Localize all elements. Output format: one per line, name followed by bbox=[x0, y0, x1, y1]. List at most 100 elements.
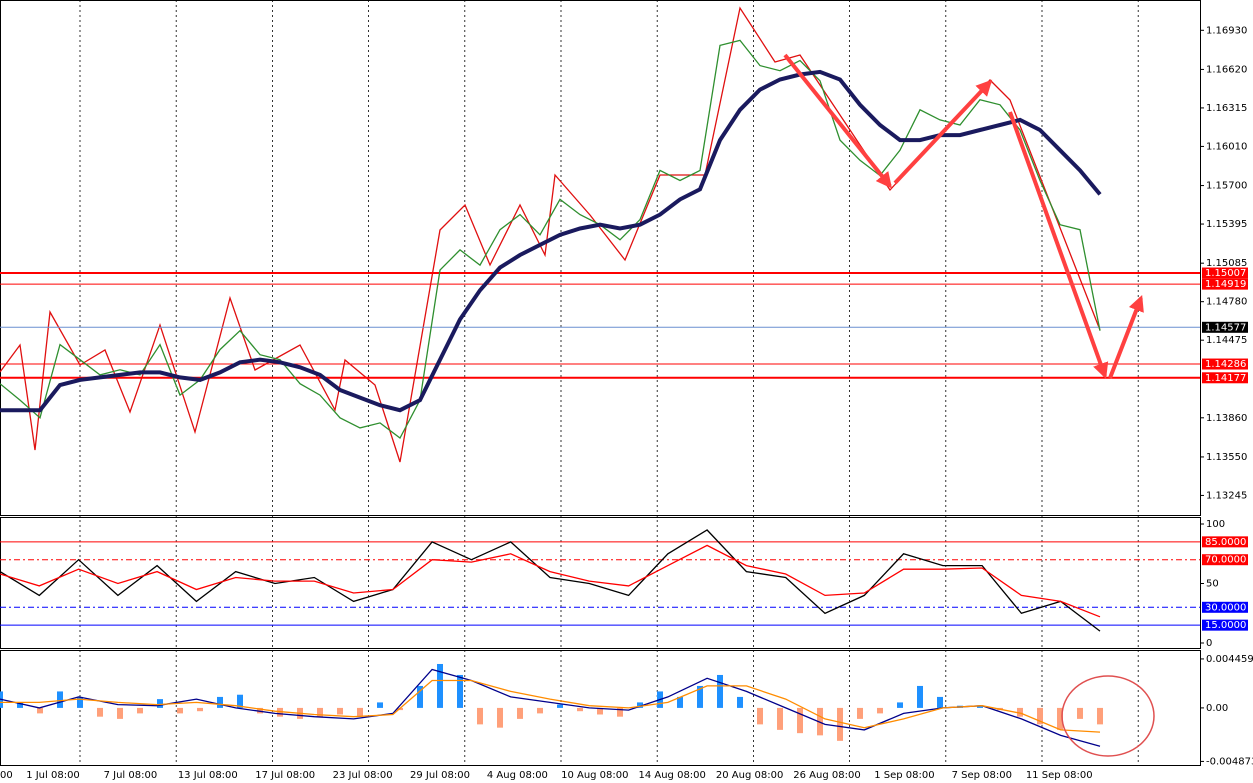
series-line bbox=[0, 679, 1101, 733]
y-tick-label: 1.15085 bbox=[1206, 258, 1247, 269]
y-tick-label: 1.15700 bbox=[1206, 181, 1247, 192]
histogram-bar bbox=[77, 696, 83, 708]
histogram-bar bbox=[477, 707, 483, 725]
histogram-bar bbox=[857, 707, 863, 719]
level-label: 1.14177 bbox=[1205, 373, 1246, 384]
level-label: 1.14919 bbox=[1205, 279, 1246, 290]
histogram-bar bbox=[1057, 707, 1063, 730]
histogram-bar bbox=[777, 707, 783, 730]
highlight-circle bbox=[1061, 675, 1155, 757]
histogram-bar bbox=[917, 685, 923, 708]
histogram-bar bbox=[1017, 707, 1023, 717]
histogram-bar bbox=[117, 707, 123, 719]
histogram-bar bbox=[1077, 707, 1083, 719]
y-tick-label: 1.13860 bbox=[1206, 413, 1247, 424]
level-label: 1.15007 bbox=[1205, 268, 1246, 279]
x-tick-label: 14 Aug 08:00 bbox=[638, 770, 705, 781]
histogram-bar bbox=[1097, 707, 1103, 725]
y-tick-label: -0.004873 bbox=[1206, 756, 1253, 767]
x-tick-label: 11 Sep 08:00 bbox=[1026, 770, 1093, 781]
y-tick-label: 1.16620 bbox=[1206, 64, 1247, 75]
y-tick-label: 50 bbox=[1206, 579, 1219, 590]
y-tick-label: 1.13245 bbox=[1206, 490, 1247, 501]
arrow bbox=[1008, 111, 1109, 380]
x-tick-label: 1 Jul 08:00 bbox=[26, 770, 80, 781]
level-label-bg bbox=[1202, 358, 1248, 370]
level-label-bg bbox=[1202, 278, 1248, 290]
histogram-bar bbox=[977, 705, 983, 708]
level-label: 85.0000 bbox=[1205, 537, 1246, 548]
x-tick-label: 13 Jul 08:00 bbox=[178, 770, 238, 781]
histogram-bar bbox=[437, 663, 443, 708]
zigzag bbox=[0, 6, 1101, 463]
histogram-bar bbox=[17, 702, 23, 708]
price-panel bbox=[0, 0, 1201, 516]
level-label-bg bbox=[1202, 536, 1248, 548]
x-tick-label: 23 Jul 08:00 bbox=[333, 770, 393, 781]
histogram-bar bbox=[877, 707, 883, 714]
level-label-bg bbox=[1202, 619, 1248, 631]
level-label: 15.0000 bbox=[1205, 620, 1246, 631]
arrow bbox=[783, 53, 893, 189]
y-tick-label: 0 bbox=[1206, 638, 1212, 649]
x-tick-label: 4 Aug 08:00 bbox=[487, 770, 548, 781]
histogram-bar bbox=[317, 707, 323, 717]
histogram-bar bbox=[557, 704, 563, 708]
series-line bbox=[0, 668, 1101, 747]
histogram-bar bbox=[157, 699, 163, 708]
y-tick-label: 1.14475 bbox=[1206, 335, 1247, 346]
level-label-bg bbox=[1202, 601, 1248, 613]
histogram-bar bbox=[937, 696, 943, 708]
histogram-bar bbox=[897, 702, 903, 708]
histogram-bar bbox=[337, 707, 343, 715]
histogram-bar bbox=[417, 685, 423, 708]
level-label: 1.14577 bbox=[1205, 322, 1246, 333]
level-label: 70.0000 bbox=[1205, 555, 1246, 566]
level-label-bg bbox=[1202, 267, 1248, 279]
histogram-bar bbox=[537, 707, 543, 714]
level-label-bg bbox=[1202, 321, 1248, 333]
histogram-bar bbox=[637, 702, 643, 708]
histogram-bar bbox=[577, 707, 583, 712]
histogram-bar bbox=[57, 691, 63, 708]
histogram-bar bbox=[137, 707, 143, 714]
histogram-bar bbox=[597, 707, 603, 715]
histogram-bar bbox=[697, 685, 703, 708]
arrow bbox=[1108, 295, 1144, 379]
x-tick-label: 20 Aug 08:00 bbox=[716, 770, 783, 781]
level-label: 1.14286 bbox=[1205, 359, 1246, 370]
y-tick-label: 1.14780 bbox=[1206, 297, 1247, 308]
histogram-bar bbox=[197, 707, 203, 712]
y-tick-label: 1.16010 bbox=[1206, 141, 1247, 152]
histogram-bar bbox=[677, 696, 683, 708]
x-tick-label: 00 bbox=[0, 770, 13, 781]
y-tick-label: 1.16930 bbox=[1206, 25, 1247, 36]
series-line bbox=[0, 39, 1101, 439]
histogram-bar bbox=[797, 707, 803, 734]
series-line bbox=[0, 544, 1101, 618]
arrow bbox=[893, 79, 993, 185]
histogram-bar bbox=[457, 674, 463, 708]
series-line bbox=[0, 69, 1102, 413]
y-tick-label: 0.0044593 bbox=[1206, 654, 1253, 665]
y-tick-label: 1.15395 bbox=[1206, 219, 1247, 230]
histogram-bar bbox=[837, 707, 843, 741]
x-tick-label: 1 Sep 08:00 bbox=[874, 770, 934, 781]
histogram-bar bbox=[517, 707, 523, 719]
x-tick-label: 7 Sep 08:00 bbox=[952, 770, 1012, 781]
histogram-bar bbox=[217, 696, 223, 708]
level-label: 30.0000 bbox=[1205, 602, 1246, 613]
histogram-bar bbox=[37, 707, 43, 714]
histogram-bar bbox=[97, 707, 103, 717]
arrows bbox=[783, 53, 1144, 380]
histogram-bar bbox=[757, 707, 763, 725]
series-line bbox=[0, 529, 1101, 632]
histogram-bar bbox=[737, 696, 743, 708]
y-tick-label: 1.16315 bbox=[1206, 103, 1247, 114]
histogram-bar bbox=[497, 707, 503, 728]
y-tick-label: 1.13550 bbox=[1206, 452, 1247, 463]
x-tick-label: 29 Jul 08:00 bbox=[410, 770, 470, 781]
x-tick-label: 26 Aug 08:00 bbox=[793, 770, 860, 781]
histogram-bar bbox=[717, 674, 723, 708]
